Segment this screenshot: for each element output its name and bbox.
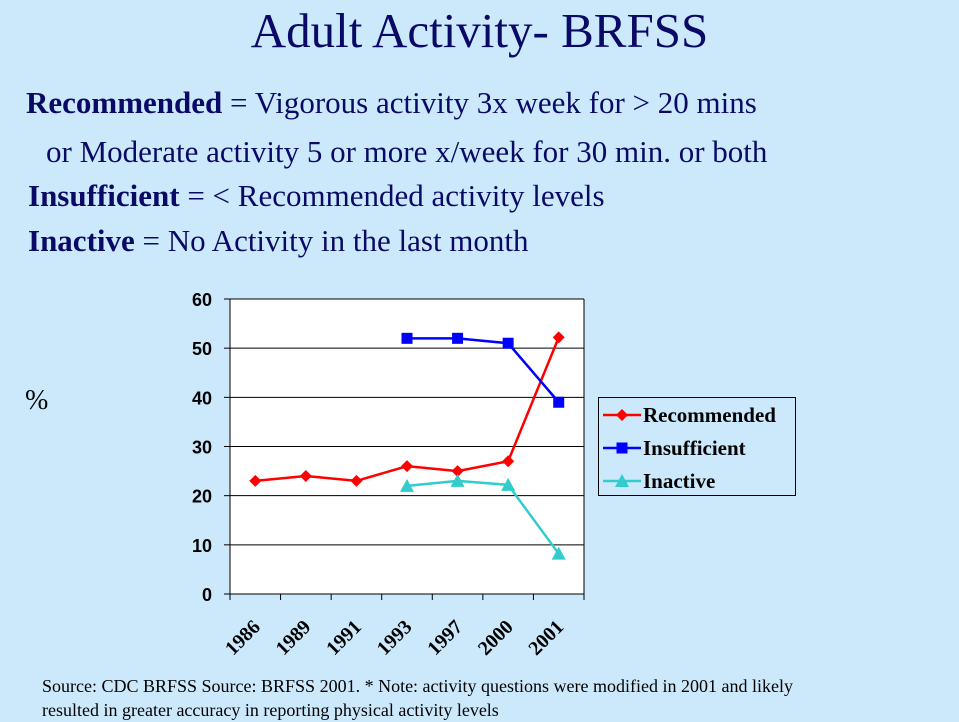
- y-tick-label: 60: [192, 290, 212, 310]
- legend-item-inactive: Inactive: [599, 466, 797, 496]
- legend-label: Insufficient: [643, 436, 746, 460]
- legend-swatch-recommended: [603, 409, 641, 421]
- definition-term: Inactive: [28, 223, 135, 258]
- y-tick-label: 40: [192, 388, 212, 408]
- data-point-recommended: [502, 455, 515, 468]
- definition-recommended-cont: or Moderate activity 5 or more x/week fo…: [46, 134, 767, 170]
- x-tick-label: 1986: [221, 616, 265, 660]
- definition-term: Insufficient: [28, 178, 180, 213]
- legend-marker-inactive: [615, 474, 629, 487]
- data-point-recommended: [401, 460, 413, 473]
- y-axis-label: %: [25, 385, 49, 416]
- legend-swatch-inactive: [603, 474, 641, 487]
- definition-text: or Moderate activity 5 or more x/week fo…: [46, 134, 768, 169]
- definition-insufficient: Insufficient = < Recommended activity le…: [28, 178, 605, 214]
- legend-marker-insufficient: [616, 442, 628, 454]
- legend-swatch-insufficient: [603, 442, 641, 454]
- legend-item-recommended: Recommended: [599, 400, 797, 430]
- definition-inactive: Inactive = No Activity in the last month: [28, 223, 529, 259]
- data-point-insufficient: [502, 337, 514, 349]
- x-tick-label: 1989: [272, 616, 316, 660]
- data-point-inactive: [551, 546, 566, 560]
- source-note: Source: CDC BRFSS Source: BRFSS 2001. * …: [42, 676, 793, 720]
- legend-item-insufficient: Insufficient: [599, 433, 797, 463]
- chart-legend: Recommended Insufficient Inactive: [598, 397, 796, 496]
- series-line-inactive: [406, 479, 560, 555]
- y-tick-label: 0: [202, 585, 212, 605]
- slide-title: Adult Activity- BRFSS: [250, 3, 709, 58]
- data-point-recommended: [249, 474, 262, 487]
- y-tick-label: 10: [192, 536, 212, 556]
- y-tick-label: 50: [192, 339, 212, 359]
- definition-text: = Vigorous activity 3x week for > 20 min…: [222, 85, 757, 120]
- definition-text: = No Activity in the last month: [134, 223, 529, 258]
- series-line-insufficient: [407, 337, 560, 404]
- x-tick-label: 2001: [524, 616, 568, 660]
- data-point-inactive: [501, 477, 516, 491]
- x-tick-label: 1991: [322, 616, 366, 660]
- x-tick-label: 1997: [423, 616, 467, 660]
- legend-label: Inactive: [643, 469, 716, 493]
- data-point-recommended: [350, 474, 363, 487]
- data-point-insufficient: [452, 332, 464, 344]
- data-point-insufficient: [401, 332, 413, 344]
- legend-marker-recommended: [616, 409, 628, 421]
- x-tick-label: 1993: [373, 616, 417, 660]
- data-point-recommended: [299, 470, 312, 482]
- data-point-recommended: [451, 465, 464, 478]
- x-tick-label: 2000: [474, 616, 518, 660]
- y-tick-label: 20: [192, 487, 212, 507]
- definition-text: = < Recommended activity levels: [179, 178, 605, 213]
- data-point-inactive: [400, 478, 414, 492]
- legend-label: Recommended: [643, 403, 776, 427]
- data-point-recommended: [552, 331, 565, 344]
- definition-term: Recommended: [26, 85, 223, 120]
- definition-recommended: Recommended = Vigorous activity 3x week …: [26, 85, 757, 121]
- data-point-inactive: [450, 473, 465, 487]
- y-tick-label: 30: [192, 438, 212, 458]
- data-point-insufficient: [553, 396, 565, 408]
